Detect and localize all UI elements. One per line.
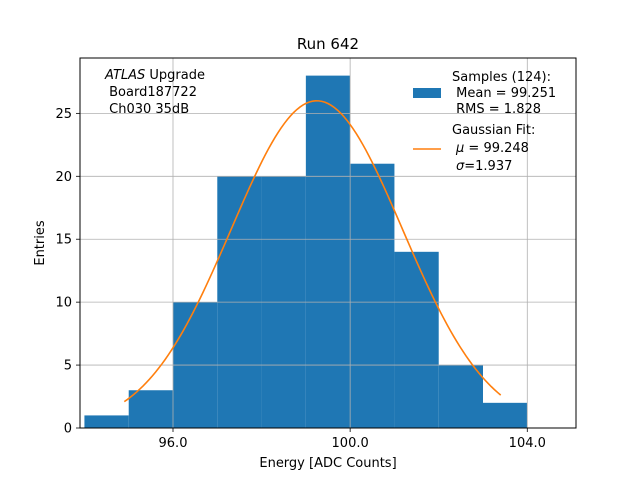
legend-samples-mean: Mean = 99.251: [452, 86, 556, 101]
annotation-channel: Ch030 35dB: [105, 102, 189, 117]
histogram-bar: [128, 390, 173, 428]
legend-mu-symbol: μ: [455, 141, 464, 156]
legend-mu-value: = 99.248: [464, 141, 529, 156]
legend-sigma-symbol: σ: [456, 159, 465, 174]
histogram-bar: [438, 365, 483, 428]
y-tick-label: 25: [55, 107, 72, 122]
y-tick-label: 10: [55, 296, 72, 311]
atlas-annotation: ATLAS Upgrade Board187722 Ch030 35dB: [104, 68, 205, 117]
annotation-upgrade: Upgrade: [145, 68, 205, 83]
legend: Samples (124): Mean = 99.251 RMS = 1.828…: [413, 70, 556, 174]
histogram-bar: [84, 415, 129, 428]
x-tick-label: 104.0: [509, 436, 546, 451]
legend-fit-mu: μ = 99.248: [455, 141, 529, 156]
annotation-board: Board187722: [105, 85, 197, 100]
x-tick-label: 96.0: [159, 436, 188, 451]
plot-frame: [79, 57, 577, 429]
annotation-line-1: ATLAS Upgrade: [104, 68, 205, 83]
histogram-bar: [483, 402, 528, 428]
y-axis-label: Entries: [33, 220, 48, 266]
legend-fit-title: Gaussian Fit:: [452, 123, 535, 138]
histogram-bar: [305, 75, 351, 428]
histogram-bar: [394, 251, 439, 428]
gaussian-fit-curve: [123, 100, 502, 403]
x-tick-label: 100.0: [332, 436, 369, 451]
y-tick-label: 20: [55, 170, 72, 185]
x-axis-label: Energy [ADC Counts]: [259, 456, 396, 471]
legend-fit-sigma: σ=1.937: [456, 159, 512, 174]
legend-samples-title: Samples (124):: [452, 70, 551, 85]
histogram-bar: [350, 163, 395, 428]
axis-ticks: 96.0 100.0 104.0 0 5 10 15 20 25: [55, 107, 545, 451]
legend-samples-rms: RMS = 1.828: [452, 102, 541, 117]
chart-title: Run 642: [297, 35, 359, 53]
legend-samples-swatch: [413, 88, 441, 98]
annotation-atlas: ATLAS: [104, 68, 145, 83]
y-tick-label: 15: [55, 233, 72, 248]
y-tick-label: 5: [64, 359, 72, 374]
legend-sigma-value: =1.937: [464, 159, 512, 174]
y-tick-label: 0: [64, 422, 72, 437]
